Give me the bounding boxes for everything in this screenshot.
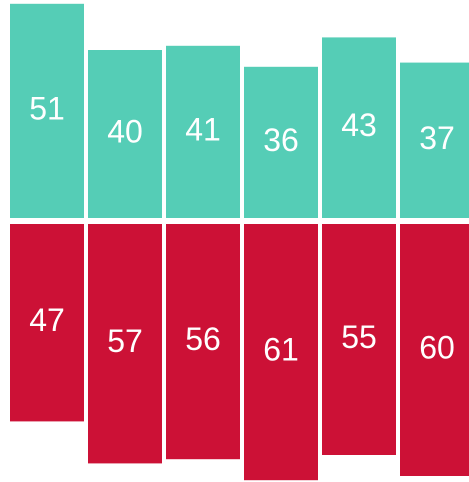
bar-lower-value-label: 61: [263, 332, 299, 368]
bar-lower-value-label: 60: [419, 329, 455, 365]
bar-upper-segment: [166, 45, 240, 218]
bar-lower-segment: [88, 224, 162, 464]
data-labels-group: 51 47 40 57 41 56 36 61 43 55 37 60: [29, 90, 455, 367]
bar-lower-segment: [166, 224, 240, 460]
bar-upper-segment: [244, 66, 318, 218]
bar-lower-value-label: 55: [341, 319, 377, 355]
bar-lower-value-label: 47: [29, 302, 65, 338]
bar-lower-segment: [10, 224, 84, 422]
bars-group: [0, 3, 469, 481]
bar-lower-segment: [244, 224, 318, 481]
bar-upper-value-label: 40: [107, 113, 143, 149]
bar-lower-segment: [400, 224, 469, 476]
bar-lower-value-label: 57: [107, 323, 143, 359]
bar-upper-segment: [322, 37, 396, 219]
bar-upper-segment: [88, 50, 162, 218]
bar-upper-value-label: 51: [29, 90, 65, 126]
bar-lower-value-label: 56: [185, 321, 221, 357]
bar-upper-segment: [400, 62, 469, 218]
bar-upper-value-label: 37: [419, 120, 455, 156]
bar-upper-value-label: 36: [263, 122, 299, 158]
bar-upper-segment: [10, 3, 84, 218]
bar-upper-value-label: 41: [185, 111, 221, 147]
bar-lower-segment: [322, 224, 396, 455]
bar-upper-value-label: 43: [341, 107, 377, 143]
